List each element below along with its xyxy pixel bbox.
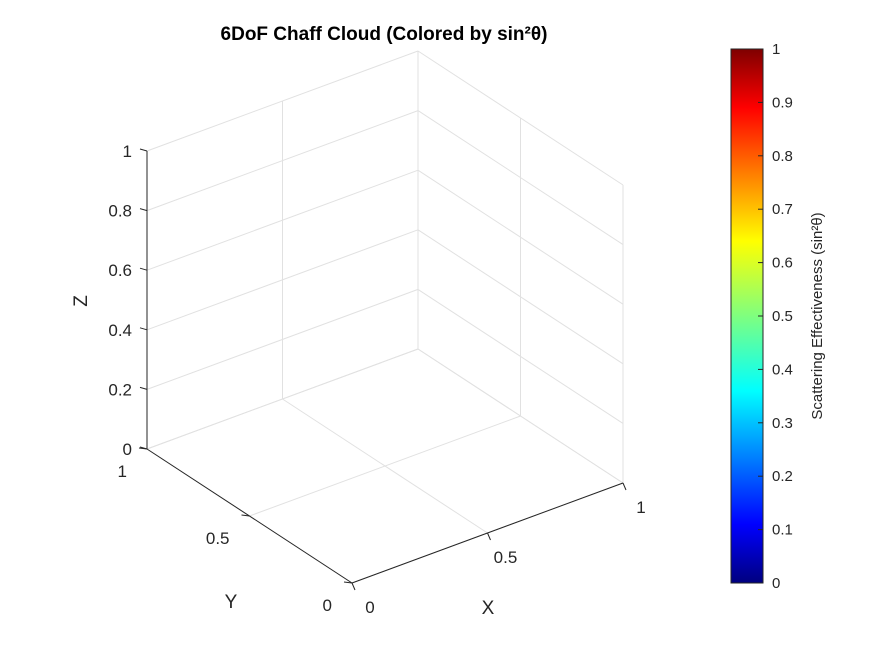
right-wall-grid-line <box>417 50 624 186</box>
z-tick-label: 0.6 <box>108 261 132 280</box>
colorbar[interactable]: 0 0.1 0.2 0.3 0.4 0.5 0.6 0.7 0.8 0.9 1 Scattering… <box>730 41 826 592</box>
z-tick-label: 0 <box>123 440 132 459</box>
colorbar-tick-label: 1 <box>772 41 780 58</box>
z-tick-label: 1 <box>123 142 132 161</box>
y-tick-label: 1 <box>118 462 127 481</box>
x-tick-mark <box>487 532 491 541</box>
back-wall-grid-line <box>146 50 419 152</box>
axis-lines <box>138 148 627 591</box>
z-tick-mark <box>139 208 148 212</box>
colorbar-tick-label: 0.2 <box>772 468 793 485</box>
colorbar-tick-label: 0.1 <box>772 522 793 539</box>
y-tick-label: 0 <box>323 596 332 615</box>
colorbar-tick-label: 0.3 <box>772 415 793 432</box>
x-tick-mark <box>351 582 356 591</box>
colorbar-tick-label: 0.6 <box>772 255 793 272</box>
z-tick-mark <box>139 267 148 271</box>
colorbar-tick-label: 0 <box>772 575 780 592</box>
colorbar-tick-label: 0.5 <box>772 308 793 325</box>
z-tick-mark <box>139 446 148 450</box>
right-wall-grid-line <box>417 110 624 246</box>
y-axis-label: Y <box>225 592 238 613</box>
right-wall-grid-line <box>417 348 624 484</box>
colorbar-tick-label: 0.9 <box>772 94 793 111</box>
x-axis-label: X <box>482 598 495 619</box>
y-tick-mark <box>343 581 353 584</box>
x-tick-label: 1 <box>636 498 645 517</box>
colorbar-ticks: 0 0.1 0.2 0.3 0.4 0.5 0.6 0.7 0.8 0.9 1 <box>758 41 793 592</box>
z-tick-label: 0.2 <box>108 380 132 399</box>
back-wall-grid-line <box>146 169 419 271</box>
x-tick-label: 0 <box>365 598 374 617</box>
back-wall-grid-line <box>146 288 419 390</box>
floor-grid-line <box>249 415 521 517</box>
z-tick-mark <box>139 148 148 152</box>
back-wall-grid-line <box>146 229 419 331</box>
z-axis-label: Z <box>71 295 92 307</box>
right-wall-grid-line <box>417 288 624 424</box>
back-wall-grid-line <box>146 110 419 212</box>
y-tick-mark <box>241 514 250 517</box>
z-tick-label: 0.8 <box>108 202 132 221</box>
right-wall-grid-line <box>417 229 624 365</box>
chart-title: 6DoF Chaff Cloud (Colored by sin²θ) <box>221 24 548 45</box>
z-tick-mark <box>139 386 148 390</box>
colorbar-tick-label: 0.7 <box>772 201 793 218</box>
right-wall-grid-line <box>417 169 624 305</box>
tick-labels: 0 0.5 1 0 0.5 1 0 0.2 0.4 0.6 0.8 1 <box>108 142 645 617</box>
colorbar-tick-label: 0.4 <box>772 361 793 378</box>
x-tick-label: 0.5 <box>494 548 518 567</box>
grid-lines <box>146 50 624 584</box>
z-tick-mark <box>139 327 148 331</box>
colorbar-tick-label: 0.8 <box>772 148 793 165</box>
colorbar-label: Scattering Effectiveness (sin²θ) <box>809 212 826 419</box>
y-tick-label: 0.5 <box>206 529 230 548</box>
x-tick-mark <box>622 482 627 491</box>
back-wall-grid-line <box>146 348 419 450</box>
z-tick-label: 0.4 <box>108 321 132 340</box>
plot-axes-3d[interactable]: 0 0.5 1 0 0.5 1 0 0.2 0.4 0.6 0.8 1 <box>108 50 646 617</box>
